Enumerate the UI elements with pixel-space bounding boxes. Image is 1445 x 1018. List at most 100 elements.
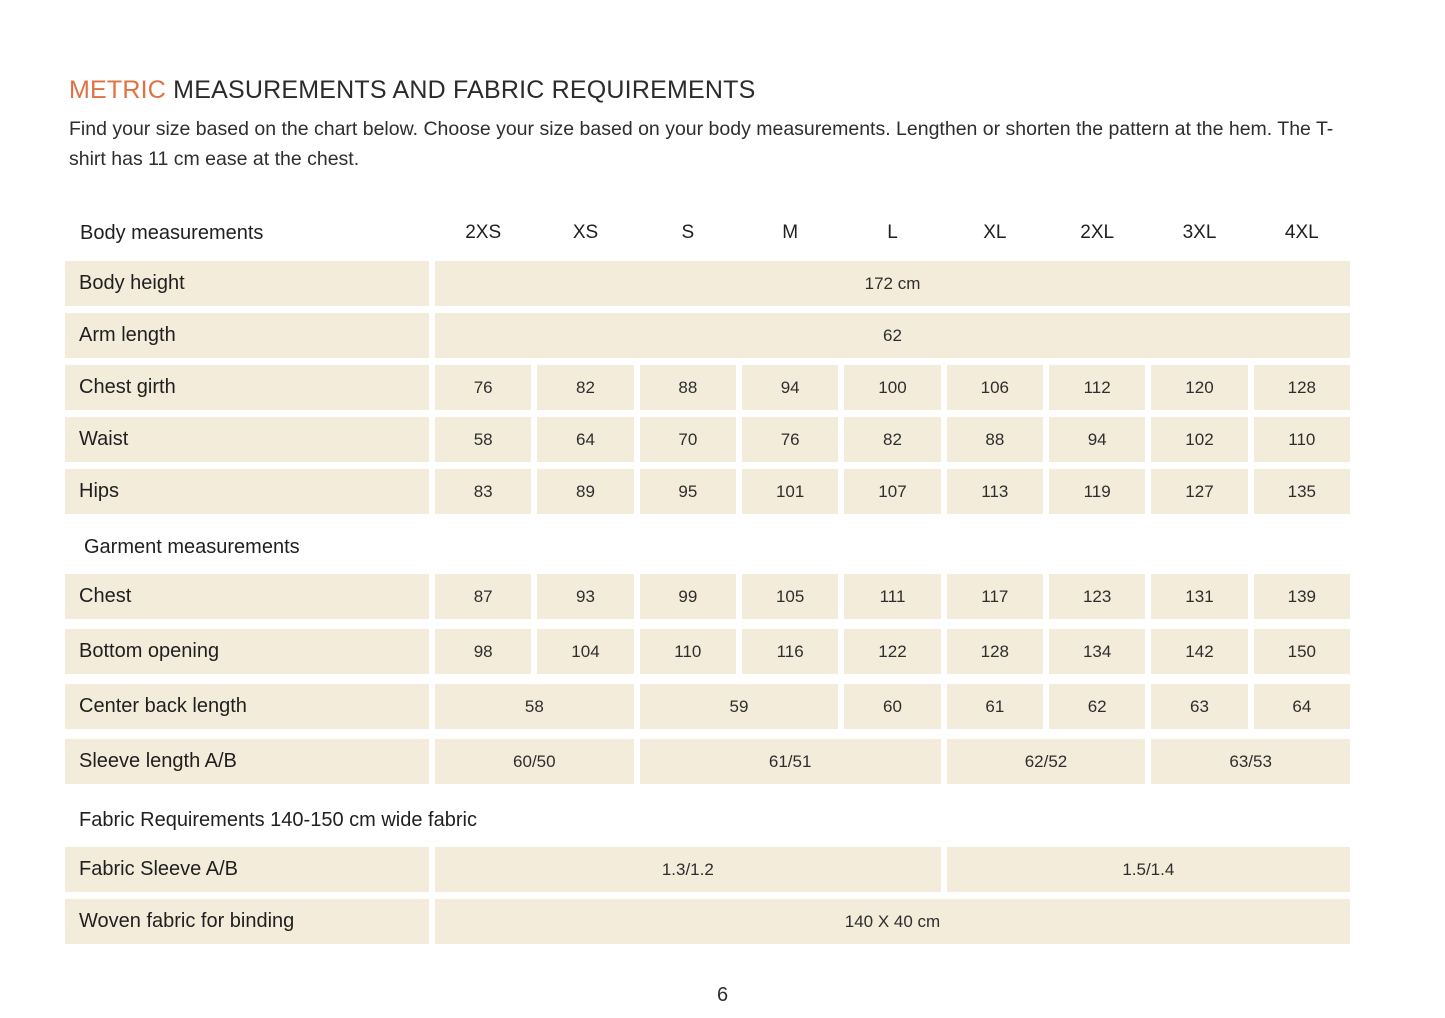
cell-value: 76: [435, 365, 532, 410]
cell-value: 64: [1253, 684, 1350, 729]
row-hips: Hips 83 89 95 101 107 113 119 127 135: [65, 469, 1350, 514]
cell-value: 60/50: [435, 739, 634, 784]
row-label: Arm length: [65, 313, 429, 358]
cell-value: 1.3/1.2: [435, 847, 941, 892]
cell-value: 76: [742, 417, 839, 462]
size-col-header-xl: XL: [983, 222, 1007, 243]
cell-value: 89: [537, 469, 634, 514]
row-waist: Waist 58 64 70 76 82 88 94 102 110: [65, 417, 1350, 462]
cell-value: 94: [1049, 417, 1146, 462]
row-fabric-sleeve: Fabric Sleeve A/B 1.3/1.2 1.5/1.4: [65, 847, 1350, 892]
cell-value: 131: [1151, 574, 1248, 619]
cell-value: 117: [946, 574, 1043, 619]
cell-value: 88: [946, 417, 1043, 462]
cell-value: 127: [1151, 469, 1248, 514]
row-arm-length: Arm length 62: [65, 313, 1350, 358]
row-chest: Chest 87 93 99 105 111 117 123 131 139: [65, 574, 1350, 619]
header-body-measurements: Body measurements: [80, 221, 264, 244]
cell-value: 123: [1049, 574, 1146, 619]
fabric-requirements-heading: Fabric Requirements 140-150 cm wide fabr…: [79, 809, 477, 831]
row-label: Bottom opening: [65, 629, 429, 674]
cell-value: 112: [1049, 365, 1146, 410]
cell-value: 107: [844, 469, 941, 514]
cell-value: 63/53: [1151, 739, 1350, 784]
cell-value: 87: [435, 574, 532, 619]
cell-value: 122: [844, 629, 941, 674]
cell-value: 139: [1253, 574, 1350, 619]
cell-value: 61/51: [639, 739, 941, 784]
garment-measurements-heading: Garment measurements: [84, 536, 300, 558]
cell-value: 62: [435, 313, 1350, 358]
cell-value: 142: [1151, 629, 1248, 674]
table-header-row: Body measurements 2XS XS S M L XL 2XL 3X…: [65, 205, 1350, 261]
cell-value: 116: [742, 629, 839, 674]
row-label: Fabric Sleeve A/B: [65, 847, 429, 892]
row-label: Center back length: [65, 684, 429, 729]
cell-value: 60: [844, 684, 941, 729]
cell-value: 101: [742, 469, 839, 514]
size-col-header-2xl: 2XL: [1080, 222, 1115, 243]
cell-value: 83: [435, 469, 532, 514]
row-label: Chest girth: [65, 365, 429, 410]
size-col-header-s: S: [681, 222, 695, 243]
cell-value: 110: [1253, 417, 1350, 462]
row-body-height: Body height 172 cm: [65, 261, 1350, 306]
cell-value: 63: [1151, 684, 1248, 729]
cell-value: 105: [742, 574, 839, 619]
row-bottom-opening: Bottom opening 98 104 110 116 122 128 13…: [65, 629, 1350, 674]
row-label: Woven fabric for binding: [65, 899, 429, 944]
row-chest-girth: Chest girth 76 82 88 94 100 106 112 120 …: [65, 365, 1350, 410]
size-col-header-2xs: 2XS: [465, 222, 502, 243]
row-sleeve-length: Sleeve length A/B 60/50 61/51 62/52 63/5…: [65, 739, 1350, 784]
cell-value: 106: [946, 365, 1043, 410]
cell-value: 113: [946, 469, 1043, 514]
intro-paragraph: Find your size based on the chart below.…: [69, 118, 1334, 170]
cell-value: 111: [844, 574, 941, 619]
size-col-header-l: L: [887, 222, 898, 243]
cell-value: 58: [435, 417, 532, 462]
size-col-header-xs: XS: [572, 222, 599, 243]
cell-value: 150: [1253, 629, 1350, 674]
cell-value: 88: [639, 365, 736, 410]
row-label: Sleeve length A/B: [65, 739, 429, 784]
cell-value: 93: [537, 574, 634, 619]
page-number: 6: [716, 984, 729, 1006]
cell-value: 58: [435, 684, 634, 729]
cell-value: 128: [1253, 365, 1350, 410]
cell-value: 70: [639, 417, 736, 462]
page-title: METRIC MEASUREMENTS AND FABRIC REQUIREME…: [69, 76, 1445, 105]
row-label: Body height: [65, 261, 429, 306]
row-label: Waist: [65, 417, 429, 462]
row-center-back-length: Center back length 58 59 60 61 62 63 64: [65, 684, 1350, 729]
cell-value: 110: [639, 629, 736, 674]
cell-value: 99: [639, 574, 736, 619]
cell-value: 98: [435, 629, 532, 674]
row-label: Hips: [65, 469, 429, 514]
cell-value: 61: [946, 684, 1043, 729]
size-col-header-4xl: 4XL: [1284, 222, 1319, 243]
cell-value: 128: [946, 629, 1043, 674]
size-col-header-3xl: 3XL: [1182, 222, 1217, 243]
row-label: Chest: [65, 574, 429, 619]
cell-value: 100: [844, 365, 941, 410]
title-rest: MEASUREMENTS AND FABRIC REQUIREMENTS: [166, 76, 756, 104]
cell-value: 135: [1253, 469, 1350, 514]
size-chart-table: Body measurements 2XS XS S M L XL 2XL 3X…: [65, 205, 1350, 944]
cell-value: 1.5/1.4: [946, 847, 1350, 892]
cell-value: 134: [1049, 629, 1146, 674]
cell-value: 172 cm: [435, 261, 1350, 306]
cell-value: 119: [1049, 469, 1146, 514]
cell-value: 140 X 40 cm: [435, 899, 1350, 944]
cell-value: 82: [844, 417, 941, 462]
cell-value: 120: [1151, 365, 1248, 410]
cell-value: 95: [639, 469, 736, 514]
cell-value: 104: [537, 629, 634, 674]
cell-value: 59: [639, 684, 839, 729]
cell-value: 64: [537, 417, 634, 462]
cell-value: 62/52: [946, 739, 1146, 784]
size-col-header-m: M: [782, 222, 799, 243]
title-highlight: METRIC: [69, 76, 167, 104]
cell-value: 62: [1049, 684, 1146, 729]
cell-value: 94: [742, 365, 839, 410]
